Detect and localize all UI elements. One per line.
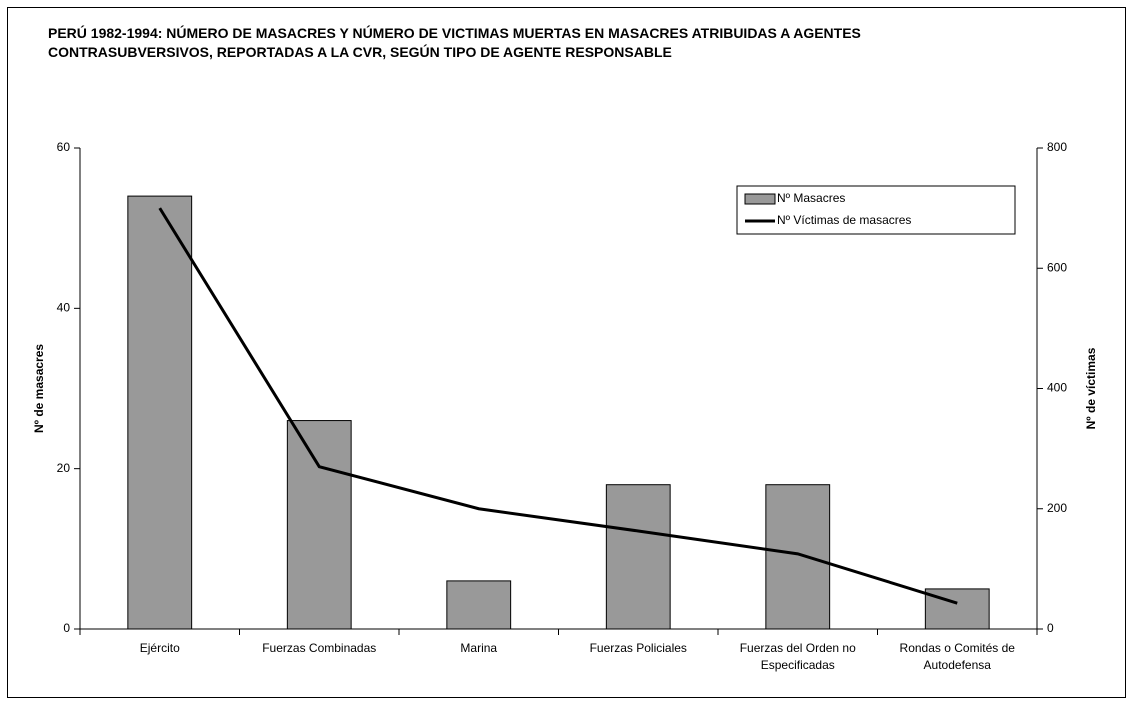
- x-tick-label: Rondas o Comités de Autodefensa: [899, 641, 1015, 672]
- y2-tick-label: 800: [1047, 140, 1067, 154]
- line: [158, 207, 958, 605]
- y2-tick-label: 600: [1047, 260, 1067, 274]
- y-tick-label: 20: [57, 461, 71, 475]
- bar: [286, 420, 352, 630]
- bar: [127, 195, 193, 630]
- chart-title: PERÚ 1982-1994: NÚMERO DE MASACRES Y NÚM…: [48, 25, 861, 60]
- legend-box: [736, 185, 1016, 235]
- x-tick-label: Ejército: [139, 641, 180, 655]
- y2-tick-label: 200: [1047, 501, 1067, 515]
- legend-label: Nº Masacres: [777, 191, 845, 205]
- x-tick-label: Fuerzas Policiales: [589, 641, 687, 655]
- bar: [605, 484, 671, 630]
- y-axis-label: Nº de masacres: [32, 344, 46, 433]
- chart-border: [7, 7, 1126, 698]
- x-tick-label: Fuerzas del Orden no Especificadas: [739, 641, 856, 672]
- y-tick-label: 0: [63, 621, 70, 635]
- x-tick-label: Marina: [460, 641, 498, 655]
- y2-axis-label: Nº de víctimas: [1084, 347, 1098, 429]
- x-tick-label: Fuerzas Combinadas: [262, 641, 377, 655]
- bar: [446, 580, 512, 630]
- y-tick-label: 40: [57, 301, 71, 315]
- y2-tick-label: 0: [1047, 621, 1054, 635]
- bar: [765, 484, 831, 630]
- y-tick-label: 60: [57, 140, 71, 154]
- legend-swatch: [744, 193, 776, 205]
- legend-label: Nº Víctimas de masacres: [777, 213, 911, 227]
- y2-tick-label: 400: [1047, 381, 1067, 395]
